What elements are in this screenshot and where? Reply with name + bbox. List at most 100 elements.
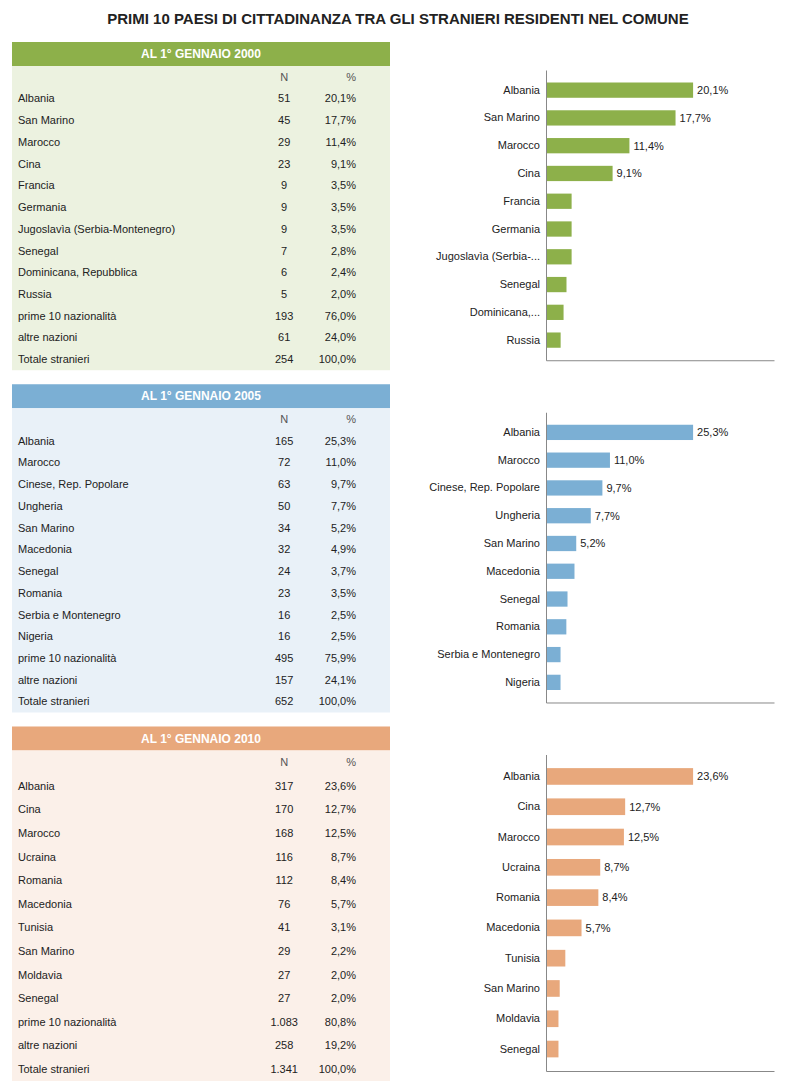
row-n: 29: [278, 945, 290, 957]
column-header: %: [346, 413, 356, 425]
x-axis: [547, 1071, 775, 1072]
row-pct: 9,1%: [331, 158, 356, 170]
row-label: Totale stranieri: [18, 695, 90, 707]
tick: Albania: [503, 426, 541, 438]
row-pct: 19,2%: [325, 1039, 356, 1051]
tick: Moldavia: [496, 1012, 541, 1024]
row-label: Romania: [18, 587, 63, 599]
data-label: 8,4%: [602, 891, 627, 903]
row-n: 652: [275, 695, 293, 707]
axis-line: [547, 360, 775, 361]
row-n: 76: [278, 898, 290, 910]
row-label: Senegal: [18, 565, 58, 577]
bar: [546, 619, 566, 634]
row-pct: 80,8%: [325, 1016, 356, 1028]
data-label: 12,5%: [628, 831, 659, 843]
row-n: 254: [275, 353, 293, 365]
tick: Albania: [503, 770, 541, 782]
tick-label: Jugoslavìa (Serbia-...: [436, 250, 540, 262]
tick-label: Ungheria: [495, 509, 541, 521]
row-pct: 2,5%: [331, 630, 356, 642]
row-pct: 24,0%: [325, 331, 356, 343]
row-n: 51: [278, 92, 290, 104]
bar: [546, 1010, 558, 1027]
tick-label: Marocco: [498, 139, 540, 151]
tick: Marocco: [498, 454, 540, 466]
tick: Ucraina: [502, 861, 541, 873]
row-n: 258: [275, 1039, 293, 1051]
table-bg: [12, 750, 390, 1081]
tick: Ungheria: [495, 509, 541, 521]
row-pct: 100,0%: [319, 695, 357, 707]
row-label: Tunisia: [18, 921, 54, 933]
row-label: San Marino: [18, 945, 74, 957]
row-pct: 2,0%: [331, 288, 356, 300]
row-label: altre nazioni: [18, 331, 77, 343]
bar: [546, 1041, 558, 1058]
row-label: Ucraina: [18, 851, 57, 863]
row-label: altre nazioni: [18, 1039, 77, 1051]
row-label: altre nazioni: [18, 674, 77, 686]
row-label: Senegal: [18, 245, 58, 257]
row-label: Albania: [18, 780, 56, 792]
row-label: Totale stranieri: [18, 353, 90, 365]
row-pct: 11,4%: [326, 136, 357, 148]
bar-chart: 20,1%17,7%11,4%9,1%AlbaniaSan MarinoMaro…: [436, 71, 774, 361]
row-n: 45: [278, 114, 290, 126]
tick-label: Cinese, Rep. Popolare: [429, 481, 540, 493]
row-n: 168: [275, 827, 293, 839]
bar: [546, 950, 565, 967]
row-n: 193: [275, 310, 293, 322]
row-pct: 4,9%: [331, 543, 356, 555]
row-label: Cina: [18, 158, 42, 170]
tick-label: Cina: [517, 167, 541, 179]
tick-label: Macedonia: [486, 921, 541, 933]
page: PRIMI 10 PAESI DI CITTADINANZA TRA GLI S…: [0, 0, 796, 1089]
row-n: 27: [278, 992, 290, 1004]
row-pct: 100,0%: [319, 1063, 357, 1075]
data-label: 7,7%: [595, 510, 620, 522]
tick-label: Senegal: [500, 1043, 540, 1055]
row-pct: 5,7%: [331, 898, 356, 910]
row-pct: 11,0%: [326, 456, 357, 468]
row-pct: 12,5%: [325, 827, 356, 839]
tick: Macedonia: [486, 921, 541, 933]
column-header: N: [280, 71, 288, 83]
table-header-bg: [12, 384, 390, 408]
tick: San Marino: [484, 111, 540, 123]
row-label: Macedonia: [18, 898, 73, 910]
tick: Tunisia: [505, 952, 541, 964]
tick: Albania: [503, 84, 541, 96]
data-label: 11,0%: [614, 454, 645, 466]
row-n: 16: [278, 609, 290, 621]
row-label: Cina: [18, 803, 42, 815]
row-pct: 12,7%: [325, 803, 356, 815]
row-label: Marocco: [18, 827, 60, 839]
axis-line: [547, 1071, 775, 1072]
row-n: 72: [278, 456, 290, 468]
row-label: Albania: [18, 435, 56, 447]
tick: Jugoslavìa (Serbia-...: [436, 250, 540, 262]
bar: [546, 277, 566, 292]
bar: [546, 829, 624, 846]
tick-label: San Marino: [484, 111, 540, 123]
tick: Macedonia: [486, 565, 541, 577]
tick-label: Germania: [492, 223, 541, 235]
tick-label: Romania: [496, 620, 541, 632]
row-pct: 2,0%: [331, 969, 356, 981]
row-label: Nigeria: [18, 630, 54, 642]
row-label: Senegal: [18, 992, 58, 1004]
row-pct: 9,7%: [331, 478, 356, 490]
tick: Nigeria: [505, 676, 541, 688]
data-label: 5,7%: [586, 922, 611, 934]
row-label: Cinese, Rep. Popolare: [18, 478, 129, 490]
row-n: 61: [278, 331, 290, 343]
row-label: Ungheria: [18, 500, 64, 512]
row-pct: 25,3%: [325, 435, 356, 447]
row-n: 5: [281, 288, 287, 300]
axis-line: [546, 71, 547, 361]
tick-label: Albania: [503, 84, 541, 96]
bar: [546, 110, 676, 125]
tick: Senegal: [500, 278, 540, 290]
row-label: Russia: [18, 288, 53, 300]
